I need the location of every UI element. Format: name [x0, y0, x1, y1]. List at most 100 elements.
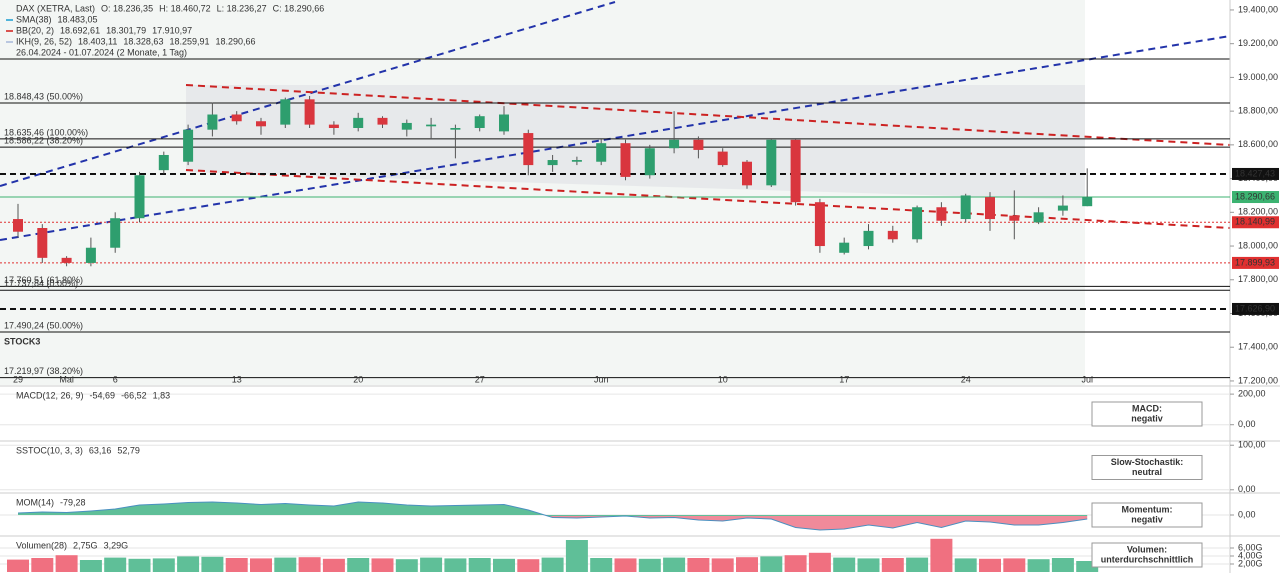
candle-body	[814, 202, 825, 247]
y-tick-label: 0,00	[1238, 509, 1256, 519]
date-range: 26.04.2024 - 01.07.2024 (2 Monate, 1 Tag…	[16, 47, 187, 57]
candle-body	[985, 197, 995, 220]
candle-body	[523, 133, 534, 166]
candle-body	[620, 143, 631, 177]
candle-body	[863, 230, 874, 247]
momentum-line	[17, 501, 1088, 531]
fib-label: 18.848,43 (50.00%)	[4, 91, 83, 101]
candle-body	[61, 257, 72, 263]
indicator-value: -79,28	[60, 497, 86, 507]
candle-body	[37, 227, 48, 258]
volume-bar	[274, 557, 297, 572]
volume-bar	[954, 558, 977, 572]
x-tick-label: 29	[13, 374, 23, 384]
candle-body	[85, 247, 96, 263]
indicator-value: 18.328,63	[123, 36, 163, 46]
candle-body	[960, 195, 971, 220]
y-tick-label: 18.200,00	[1238, 207, 1278, 217]
volume-bar	[31, 558, 54, 572]
candle-body	[644, 148, 655, 176]
indicator-value: 18.290,66	[216, 36, 256, 46]
x-tick-label: 17	[839, 374, 849, 384]
status-text: Slow-Stochastik:	[1111, 457, 1184, 467]
ohlc-reading: H: 18.460,72	[159, 3, 211, 13]
volume-bar	[517, 559, 540, 572]
indicator-name: SMA(38)	[16, 14, 52, 24]
price-marker-label: 18.427,43	[1235, 168, 1275, 178]
candle-body	[110, 218, 121, 248]
indicator-name: MOM(14)	[16, 497, 54, 507]
indicator-value: 63,16	[89, 445, 112, 455]
volume-bar	[979, 558, 1001, 572]
candle-body	[912, 207, 923, 240]
candle-body	[596, 143, 607, 162]
status-text: neutral	[1132, 467, 1162, 477]
y-tick-label: 6,00G	[1238, 542, 1263, 552]
status-text: Momentum:	[1122, 504, 1173, 514]
trend-line	[0, 35, 1231, 241]
candle-body	[401, 122, 412, 130]
y-tick-label: 19.200,00	[1238, 38, 1278, 48]
volume-bar	[881, 558, 904, 572]
volume-bar	[1027, 559, 1050, 572]
fib-label: 17.219,97 (38.20%)	[4, 366, 83, 376]
status-text: negativ	[1131, 413, 1163, 423]
legend-swatch	[6, 19, 13, 21]
candle-body	[839, 242, 850, 253]
indicator-value: 17.910,97	[152, 25, 192, 35]
volume-bar	[371, 558, 394, 572]
x-tick-label: Jun	[594, 374, 609, 384]
volume-bar	[322, 558, 345, 572]
price-marker-label: 18.290,66	[1235, 191, 1275, 201]
volume-bar	[347, 558, 370, 572]
fib-label: 17.490,24 (50.00%)	[4, 320, 83, 330]
indicator-value: 18.301,79	[106, 25, 146, 35]
indicator-value: 1,83	[153, 390, 171, 400]
y-tick-label: 2,00G	[1238, 558, 1263, 568]
indicator-value: 18.692,61	[60, 25, 100, 35]
candle-body	[256, 121, 266, 127]
volume-bar	[638, 558, 661, 572]
price-marker-label: 17.899,93	[1235, 257, 1275, 267]
indicator-value: 18.259,91	[169, 36, 209, 46]
status-box	[1091, 542, 1203, 568]
price-marker-box	[1232, 191, 1279, 204]
volume-bar	[930, 538, 953, 572]
status-text: Volumen:	[1127, 544, 1167, 554]
volume-bar	[760, 556, 783, 572]
indicator-name: MACD(12, 26, 9)	[16, 390, 84, 400]
candle-body	[13, 219, 23, 232]
volume-bar	[565, 540, 588, 572]
candle-body	[547, 160, 558, 166]
legend-swatch	[6, 30, 13, 32]
volume-bar	[736, 557, 758, 572]
channel-shade	[186, 85, 1085, 200]
y-tick-label: 4,00G	[1238, 550, 1263, 560]
candle-body	[304, 99, 315, 125]
fib-label: 17.737,84 (0.00%)	[4, 279, 78, 289]
y-tick-label: 18.600,00	[1238, 139, 1278, 149]
ohlc-reading: L: 18.236,27	[217, 3, 267, 13]
y-tick-label: 19.000,00	[1238, 72, 1278, 82]
y-tick-label: 18.800,00	[1238, 106, 1278, 116]
legend-swatch	[6, 41, 13, 43]
price-marker-box	[1232, 216, 1279, 229]
indicator-value: 18.403,11	[78, 36, 117, 46]
y-tick-label: 0,00	[1238, 484, 1256, 494]
candle-body	[377, 117, 388, 125]
status-box	[1091, 502, 1203, 528]
volume-bar	[55, 555, 78, 572]
candle-body	[450, 127, 461, 130]
candle-body	[499, 114, 509, 132]
volume-bar	[493, 558, 515, 572]
indicator-value: -66,52	[121, 390, 147, 400]
candle-body	[426, 124, 437, 127]
indicator-value: 3,29G	[104, 540, 129, 550]
price-marker-box	[1232, 167, 1279, 180]
volume-bar	[79, 560, 102, 572]
volume-bar	[711, 558, 734, 572]
price-marker-box	[1232, 256, 1279, 269]
candle-body	[1057, 205, 1068, 211]
ohlc-reading: O: 18.236,35	[101, 3, 153, 13]
